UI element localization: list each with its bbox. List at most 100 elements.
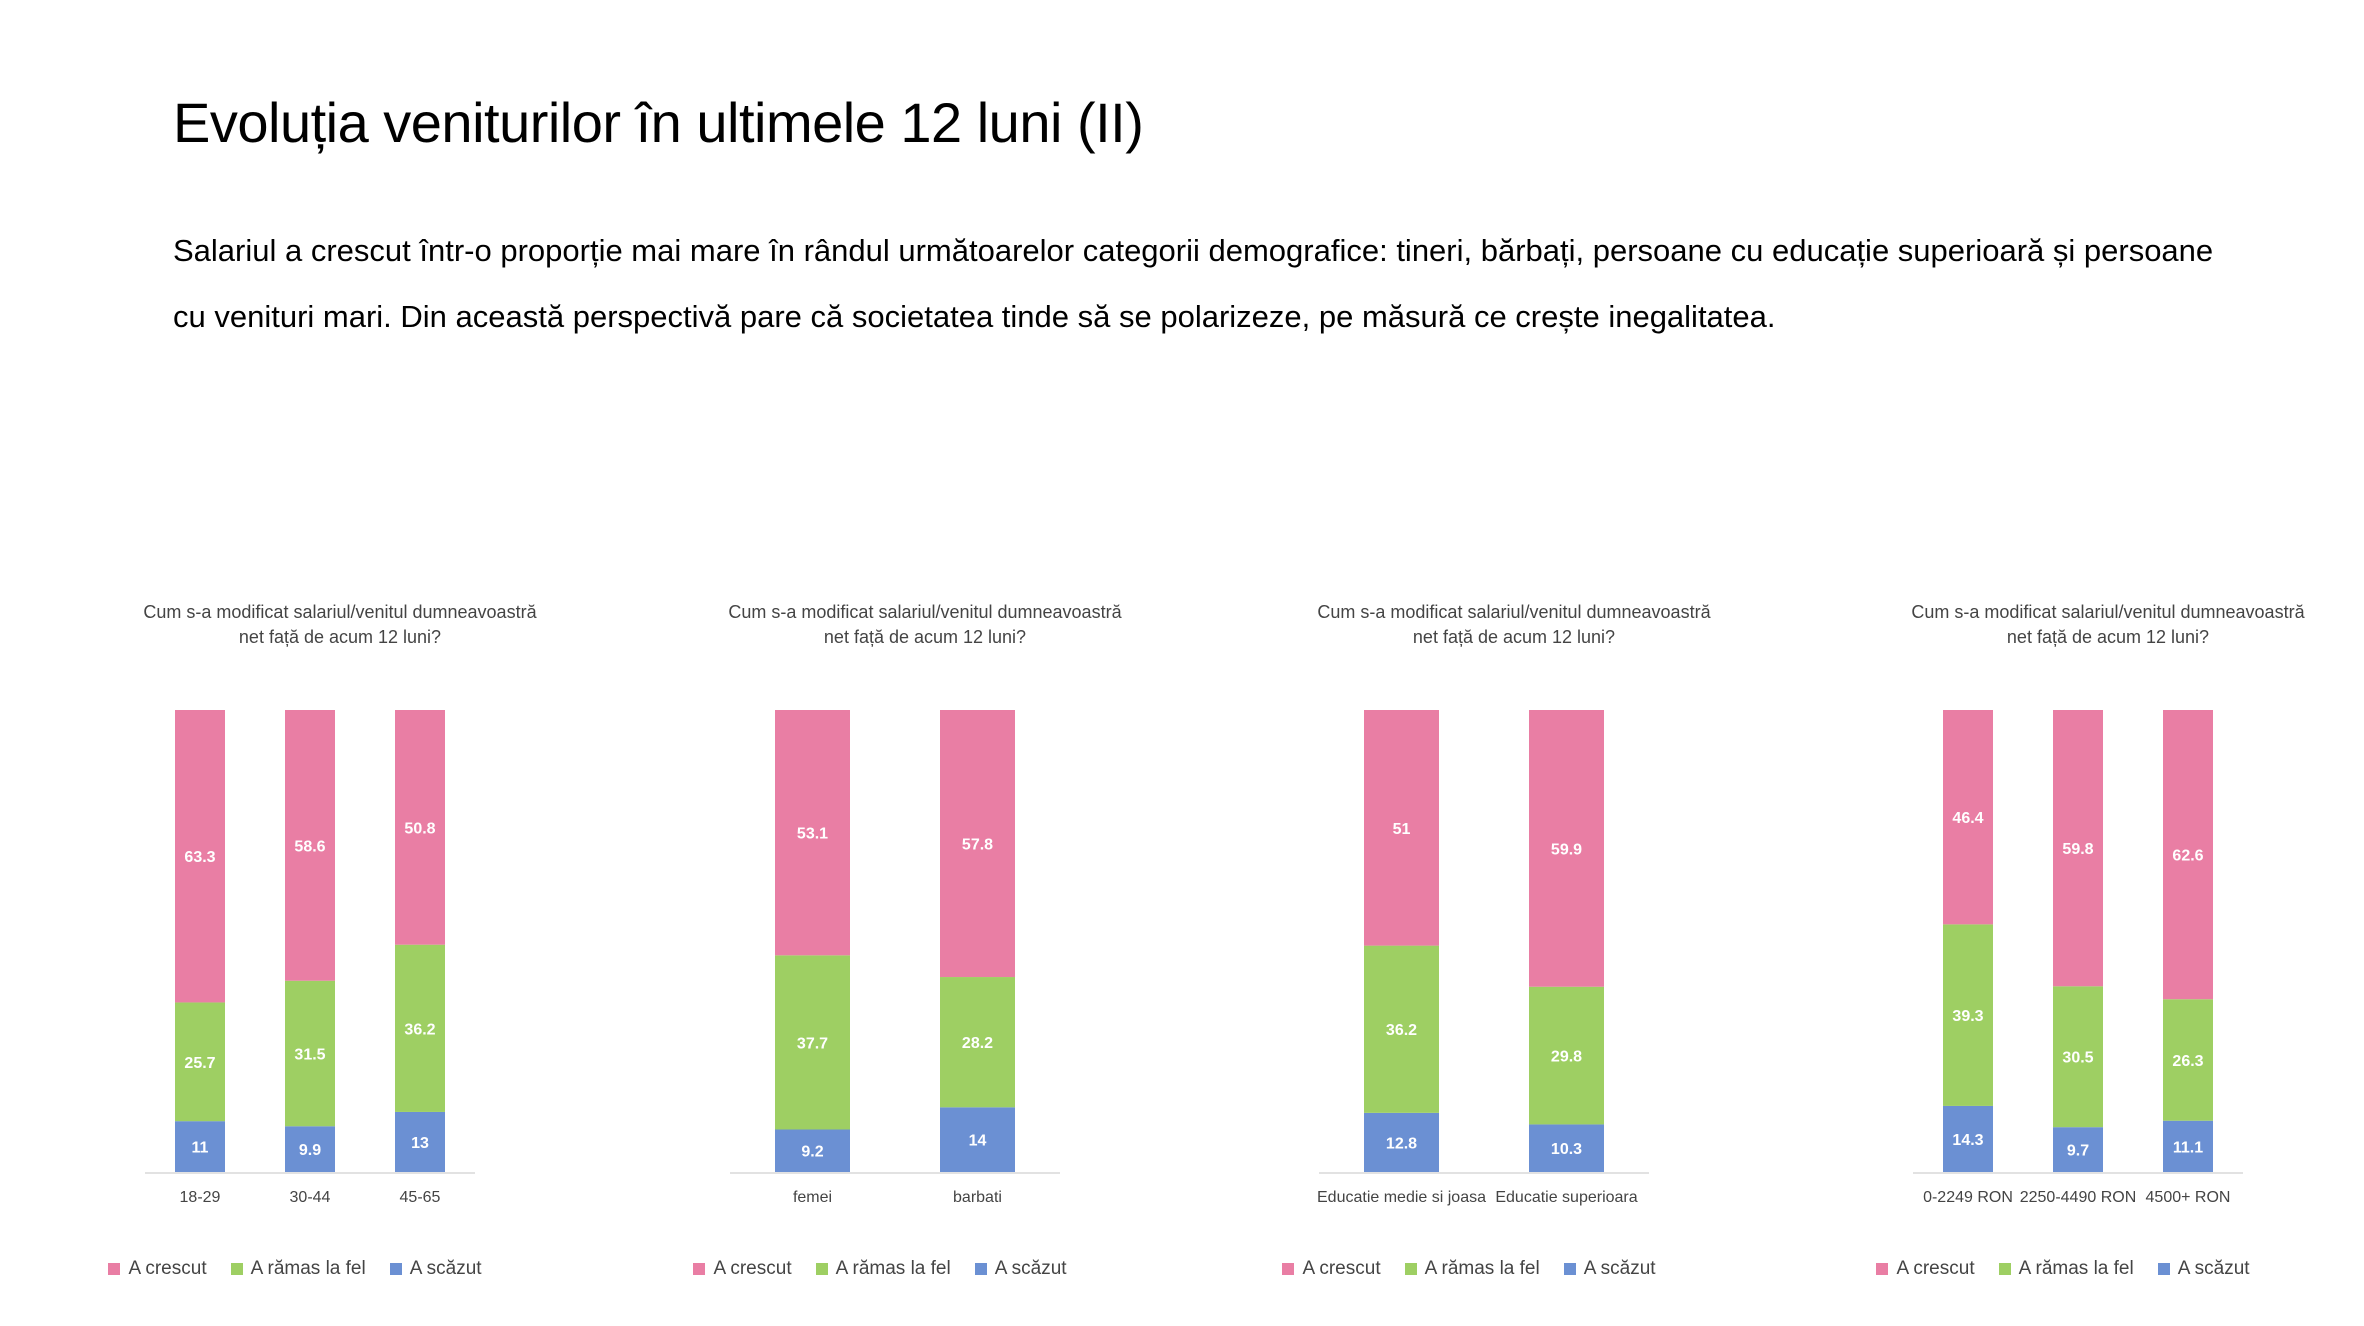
bar-segment-crescut [285,710,335,981]
bar-segment-ramas [395,944,445,1112]
data-label: 13 [411,1135,429,1152]
legend-label: A crescut [1896,1258,1975,1279]
bar-segment-scazut [395,1111,445,1172]
data-label: 39.3 [1952,1008,1983,1025]
data-label: 9.9 [299,1142,321,1159]
chart-title: Cum s-a modificat salariul/venitul dumne… [1317,602,1711,647]
data-label: 59.8 [2062,841,2093,858]
legend-item-scazut: A scăzut [2157,1258,2250,1280]
x-tick-label: 30-44 [290,1189,331,1206]
data-label: 62.6 [2172,848,2203,865]
data-label: 51 [1393,821,1411,838]
data-label: 46.4 [1952,810,1983,827]
data-label: 11.1 [2173,1139,2203,1156]
chart-panel-4: Cum s-a modificat salariul/venitul dumne… [1848,600,2364,1320]
x-tick-label: Educatie superioara [1495,1189,1637,1206]
data-label: 31.5 [294,1046,325,1063]
legend-item-crescut: A crescut [1282,1258,1381,1280]
bar-segment-crescut [940,710,1015,978]
stacked-bar-chart: 14.3 39.3 46.4 0-2249 RON 9.7 30.5 59.8 2250-44… [1913,710,2243,1206]
legend-item-crescut: A crescut [1876,1258,1975,1280]
bar-segment-crescut [1943,710,1993,925]
legend-item-ramas: A rămas la fel [230,1258,366,1280]
bar-segment-crescut [1364,710,1439,946]
data-label: 28.2 [962,1035,993,1052]
data-label: 14.3 [1952,1132,1983,1149]
x-tick-label: 2250-4490 RON [2020,1189,2137,1206]
bar-segment-crescut [1529,710,1604,987]
legend-swatch [693,1263,706,1275]
bar-segment-ramas [940,977,1015,1108]
chart-legend: A crescut A rămas la fel A scăzut [1848,1258,2278,1280]
data-label: 11 [192,1140,209,1157]
data-label: 14 [969,1133,987,1150]
legend-label: A rămas la fel [250,1258,366,1279]
bar-segment-ramas [2163,999,2213,1121]
slide-body-text: Salariul a crescut într-o proporție mai … [173,233,2214,334]
legend-item-ramas: A rămas la fel [1404,1258,1540,1280]
bar-segment-ramas [1529,986,1604,1125]
data-label: 29.8 [1551,1049,1582,1066]
chart-panel-3: Cum s-a modificat salariul/venitul dumne… [1254,600,1774,1320]
bar-segment-scazut [2163,1120,2213,1172]
bar-segment-ramas [2053,986,2103,1128]
x-tick-label: 0-2249 RON [1923,1189,2013,1206]
bar-segment-ramas [175,1002,225,1122]
bar-segment-crescut [175,710,225,1003]
data-label: 25.7 [184,1055,215,1072]
chart-legend: A crescut A rămas la fel A scăzut [80,1258,510,1280]
data-label: 36.2 [1386,1022,1417,1039]
bar-segment-ramas [775,955,850,1130]
x-tick-label: Educatie medie si joasa [1317,1189,1486,1206]
data-label: 9.2 [801,1144,823,1161]
x-tick-label: 45-65 [400,1189,441,1206]
data-label: 36.2 [404,1021,435,1038]
bar-segment-scazut [940,1107,1015,1172]
bar-segment-ramas [1364,945,1439,1113]
chart-panel-2: Cum s-a modificat salariul/venitul dumne… [665,600,1185,1320]
legend-item-crescut: A crescut [693,1258,792,1280]
legend-swatch [389,1263,402,1275]
chart-legend: A crescut A rămas la fel A scăzut [665,1258,1095,1280]
data-label: 26.3 [2172,1053,2203,1070]
bar-segment-scazut [1529,1124,1604,1172]
legend-swatch [815,1263,828,1275]
data-label: 10.3 [1551,1141,1582,1158]
data-label: 53.1 [797,826,828,843]
data-label: 57.8 [962,837,993,854]
data-label: 30.5 [2062,1050,2093,1067]
legend-label: A crescut [128,1258,207,1279]
legend-swatch [1998,1263,2011,1275]
legend-label: A rămas la fel [2018,1258,2134,1279]
legend-swatch [1876,1263,1889,1275]
x-tick-label: 4500+ RON [2146,1189,2231,1206]
data-label: 50.8 [404,820,435,837]
chart-title: Cum s-a modificat salariul/venitul dumne… [728,602,1122,647]
legend-label: A crescut [713,1258,792,1279]
legend-label: A scăzut [1583,1258,1656,1279]
data-label: 9.7 [2067,1143,2089,1160]
legend-item-crescut: A crescut [108,1258,207,1280]
legend-swatch [1404,1263,1417,1275]
bar-segment-scazut [1364,1112,1439,1172]
stacked-bar-chart: 11 25.7 63.3 18-29 9.9 31.5 58.6 30-44 13 36.2 50.… [145,710,475,1206]
legend-label: A scăzut [994,1258,1067,1279]
legend-swatch [974,1263,987,1275]
stacked-bar-chart: 9.2 37.7 53.1 femei 14 28.2 57.8 barbati [730,710,1060,1206]
slide-title: Evoluția veniturilor în ultimele 12 luni… [173,91,1144,154]
chart-legend: A crescut A rămas la fel A scăzut [1254,1258,1684,1280]
bar-segment-ramas [1943,924,1993,1106]
bar-segment-crescut [2163,710,2213,1000]
legend-item-scazut: A scăzut [974,1258,1067,1280]
data-label: 59.9 [1551,841,1582,858]
bar-segment-scazut [2053,1127,2103,1172]
data-label: 58.6 [294,838,325,855]
bar-segment-crescut [395,710,445,945]
data-label: 37.7 [797,1035,828,1052]
legend-item-scazut: A scăzut [1563,1258,1656,1280]
legend-label: A scăzut [409,1258,482,1279]
legend-label: A crescut [1302,1258,1381,1279]
legend-label: A rămas la fel [1424,1258,1540,1279]
chart-panel-1: Cum s-a modificat salariul/venitul dumne… [80,600,600,1320]
bar-segment-crescut [2053,710,2103,987]
